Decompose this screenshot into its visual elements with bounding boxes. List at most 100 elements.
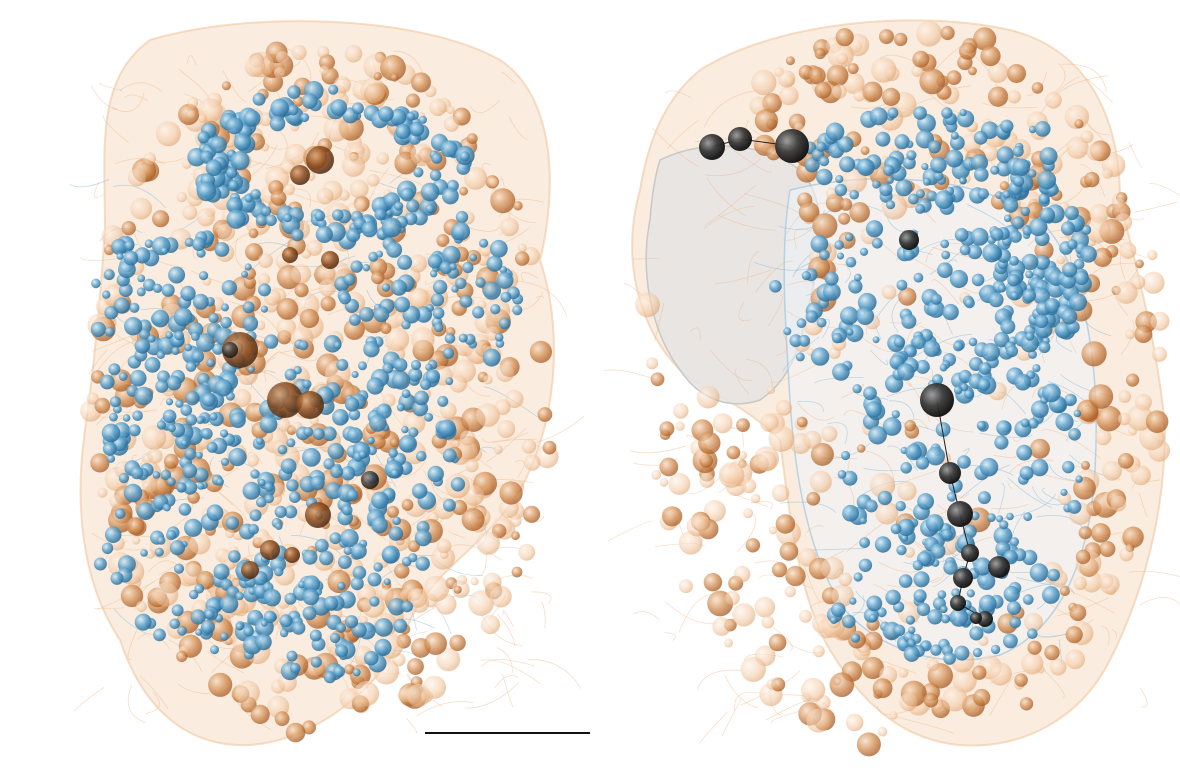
blue-cell [201, 428, 213, 440]
blue-cell [1042, 586, 1060, 604]
fiber-strand [1140, 597, 1180, 605]
blue-cell [802, 271, 811, 280]
blue-cell [469, 254, 477, 262]
blue-cell [228, 448, 246, 466]
dark-brown-cell [306, 146, 334, 174]
blue-cell [895, 134, 910, 149]
orange-cell [512, 567, 523, 578]
orange-cell [659, 458, 678, 477]
blue-cell [168, 267, 185, 284]
blue-cell [981, 343, 1000, 362]
blue-cell [816, 142, 826, 152]
orange-cell [127, 517, 145, 535]
orange-cell [496, 364, 514, 382]
orange-cell [776, 400, 792, 416]
orange-cell [947, 70, 962, 85]
blue-cell [873, 336, 880, 343]
orange-cell [769, 526, 777, 534]
blue-cell [433, 280, 447, 294]
fiber-strand [604, 370, 658, 381]
orange-cell [712, 617, 731, 636]
blue-cell [157, 351, 165, 359]
orange-cell [291, 264, 311, 284]
orange-cell [1152, 347, 1167, 362]
blue-cell [270, 116, 286, 132]
blue-cell [302, 448, 321, 467]
blue-cell [314, 211, 325, 222]
blue-cell [281, 458, 297, 474]
blue-cell [285, 593, 297, 605]
blue-cell [194, 584, 204, 594]
blue-cell [401, 426, 408, 433]
blue-cell [397, 403, 405, 411]
orange-cell [208, 673, 232, 697]
blue-cell [265, 494, 274, 503]
orange-cell [319, 66, 329, 76]
blue-cell [342, 505, 353, 516]
orange-cell [292, 45, 307, 60]
blue-cell [279, 614, 292, 627]
blue-cell [857, 158, 875, 176]
blue-cell [155, 380, 168, 393]
blue-cell [250, 509, 262, 521]
blue-cell [220, 595, 238, 613]
dark-cell [899, 230, 919, 250]
orange-cell [328, 570, 351, 593]
orange-cell [1142, 272, 1164, 294]
blue-cell [413, 167, 423, 177]
blue-cell [916, 189, 925, 198]
blue-cell [989, 292, 1004, 307]
orange-cell [446, 106, 454, 114]
orange-cell [513, 201, 522, 210]
blue-cell [124, 317, 142, 335]
blue-cell [906, 444, 922, 460]
blue-cell [258, 479, 265, 486]
blue-cell [332, 209, 344, 221]
dark-cell [728, 127, 752, 151]
blue-cell [244, 110, 261, 127]
orange-cell [821, 426, 837, 442]
blue-cell [835, 175, 843, 183]
blue-cell [472, 306, 484, 318]
blue-cell [838, 470, 847, 479]
orange-cell [806, 492, 820, 506]
blue-cell [332, 409, 349, 426]
blue-cell [234, 134, 251, 151]
blue-cell [359, 451, 367, 459]
blue-cell [185, 414, 197, 426]
blue-cell [957, 455, 971, 469]
blue-cell [974, 131, 988, 145]
dark-cell [361, 471, 379, 489]
orange-cell [786, 56, 795, 65]
blue-cell [875, 132, 890, 147]
blue-cell [930, 157, 947, 174]
blue-cell [950, 608, 969, 627]
blue-cell [278, 445, 288, 455]
blue-cell [303, 427, 313, 437]
blue-cell [959, 177, 966, 184]
blue-cell [923, 178, 931, 186]
blue-cell [1012, 159, 1030, 177]
blue-cell [499, 318, 511, 330]
blue-cell [283, 213, 292, 222]
blue-cell [226, 516, 240, 530]
blue-cell [969, 338, 978, 347]
blue-cell [104, 306, 118, 320]
blue-cell [228, 550, 241, 563]
blue-cell [367, 377, 384, 394]
orange-cell [882, 285, 897, 300]
blue-cell [490, 304, 500, 314]
orange-cell [187, 97, 198, 108]
blue-cell [208, 313, 218, 323]
orange-cell [274, 67, 285, 78]
orange-cell [423, 676, 446, 699]
orange-cell [882, 88, 900, 106]
blue-cell [324, 596, 339, 611]
blue-cell [337, 582, 345, 590]
orange-cell [222, 81, 231, 90]
blue-cell [400, 188, 414, 202]
dark-cell [775, 129, 809, 163]
blue-cell [866, 220, 883, 237]
blue-cell [456, 211, 468, 223]
orange-cell [294, 283, 308, 297]
